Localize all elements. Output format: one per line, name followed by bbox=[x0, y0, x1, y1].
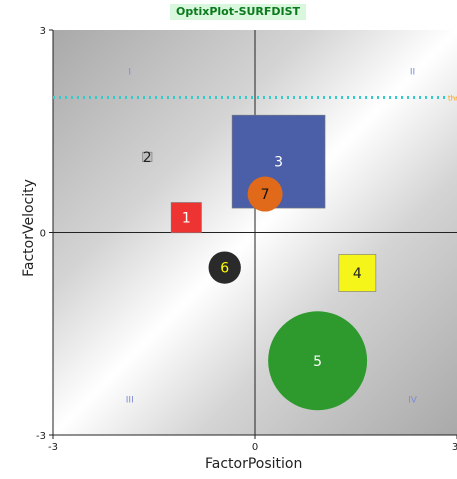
point-4-label: 4 bbox=[353, 266, 362, 282]
y-axis-label: FactorVelocity bbox=[20, 179, 37, 277]
quadrant-label: I bbox=[128, 68, 131, 78]
point-3-label: 3 bbox=[274, 155, 283, 171]
point-1-marker bbox=[170, 202, 202, 234]
chart-title: OptixPlot-SURFDIST bbox=[170, 4, 307, 20]
marks-layer: 1 2 3 4 5 6 7 bbox=[142, 114, 377, 411]
y-tick-label: 3 bbox=[40, 26, 46, 37]
point-4-marker bbox=[338, 254, 377, 292]
point-1-label: 1 bbox=[182, 211, 191, 227]
x-tick-label: 3 bbox=[452, 442, 457, 453]
threshold-label: thr bbox=[448, 95, 457, 103]
point-6-marker bbox=[208, 251, 241, 284]
x-tick-label: 0 bbox=[252, 442, 258, 453]
point-6-label: 6 bbox=[220, 261, 229, 277]
y-tick-label: -3 bbox=[36, 431, 46, 442]
point-7-marker bbox=[247, 176, 283, 212]
point-5-marker bbox=[268, 311, 368, 411]
quadrant-label: IV bbox=[408, 396, 418, 406]
point-7-label: 7 bbox=[261, 187, 270, 203]
x-tick-label: -3 bbox=[48, 442, 58, 453]
x-axis-label: FactorPosition bbox=[205, 456, 303, 472]
point-2-label: 2 bbox=[143, 150, 152, 166]
point-2-marker bbox=[142, 151, 153, 162]
quadrant-label: III bbox=[126, 396, 134, 406]
point-5-label: 5 bbox=[313, 354, 322, 370]
quadrant-label: II bbox=[410, 68, 415, 78]
y-tick-label: 0 bbox=[40, 229, 46, 240]
